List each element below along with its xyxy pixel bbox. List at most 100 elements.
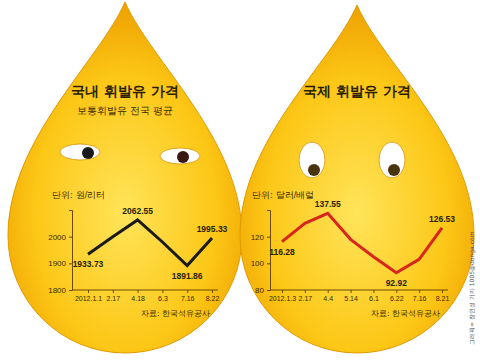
tick-mark [328,290,329,293]
plot-area [282,213,442,273]
tick-label: 7.16 [413,295,427,302]
tick-label: 120 [251,233,265,242]
tick: 1900 [48,259,72,268]
tick-mark [267,263,270,264]
tick-mark [69,290,72,291]
tick: 2.17 [299,290,313,302]
tick-mark [282,290,283,293]
tick-mark [351,290,352,293]
tick-mark [396,290,397,293]
tick-mark [267,290,270,291]
x-axis: 2012.1.32.17 4.4 5.14 6.1 6.22 7.16 8.21 [269,290,450,302]
tick-mark [267,237,270,238]
source: 자료: 한국석유공사 [371,309,440,318]
tick-label: 6.1 [369,295,379,302]
data-label: 126.53 [429,214,455,224]
tick-label: 8.22 [206,295,220,302]
tick: 1800 [48,286,72,295]
axis-title: 단위: 원/리터 [52,190,105,200]
tick-label: 4.18 [131,295,145,302]
data-label: 1891.86 [172,271,203,281]
tick: 2012.1.1 [75,290,102,302]
credit: 그래픽= 장인성 기자 1005@donga.com [468,231,476,345]
axis-line [69,211,73,291]
tick: 2012.1.3 [269,290,296,302]
pupil [388,164,400,176]
tick: 6.1 [369,290,379,302]
tick: 2.17 [106,290,120,302]
tick-label: 1900 [48,259,66,268]
tick-label: 6.22 [390,295,404,302]
x-axis: 2012.1.1 2.17 4.18 6.3 7.16 8.22 [72,290,219,302]
canvas: 국내 휘발유 가격보통휘발유 전국 평균단위: 원/리터 1800 1900 2000… [0,0,480,363]
tick-mark [187,290,188,293]
tick: 7.16 [413,290,427,302]
data-label: 116.28 [269,247,295,257]
pupil [177,151,189,163]
tick: 6.3 [158,290,168,302]
data-label: 92.92 [386,278,408,288]
tick-mark [162,290,163,293]
tick: 4.18 [131,290,145,302]
tick-label: 2000 [48,233,66,242]
tick-mark [212,290,213,293]
tick: 120 [251,233,270,242]
eye [379,142,405,178]
tick-label: 2.17 [299,295,313,302]
tick-mark [88,290,89,293]
y-axis: 80 100 120 [251,211,271,296]
tick-label: 100 [251,259,265,268]
eye [160,148,200,164]
subtitle: 보통휘발유 전국 평균 [77,105,173,116]
tick-label: 5.14 [344,295,358,302]
plot-area [88,220,212,266]
tick: 8.22 [206,290,220,302]
eye [60,144,100,160]
tick: 7.16 [181,290,195,302]
tick-label: 7.16 [181,295,195,302]
source: 자료: 한국석유공사 [141,309,210,318]
tick-mark [69,263,72,264]
tick: 6.22 [390,290,404,302]
tick: 100 [251,259,270,268]
tick-label: 2.17 [106,295,120,302]
tick-mark [419,290,420,293]
data-labels: 116.28 137.55 92.92 126.53 [269,199,455,288]
droplet [8,2,242,353]
tick-label: 6.3 [158,295,168,302]
tick-mark [442,290,443,293]
tick: 4.4 [323,290,333,302]
pupil [308,164,320,176]
tick-label: 2012.1.1 [75,295,102,302]
tick-label: 4.4 [323,295,333,302]
pupil [82,147,94,159]
tick-mark [138,290,139,293]
tick: 2000 [48,233,72,242]
title: 국제 휘발유 가격 [303,83,411,99]
data-label: 1933.73 [73,259,104,269]
data-label: 2062.55 [122,206,153,216]
line [88,220,212,266]
chart-panel: 국내 휘발유 가격보통휘발유 전국 평균단위: 원/리터 1800 1900 2000… [8,2,242,353]
title: 국내 휘발유 가격 [71,83,179,99]
tick-label: 1800 [48,286,66,295]
tick-label: 80 [255,286,264,295]
data-labels: 1933.73 2062.55 1891.86 1995.33 [73,206,228,281]
axis-title: 단위: 달러/배럴 [252,190,314,200]
tick-mark [373,290,374,293]
tick-label: 8.21 [436,295,450,302]
eye [299,142,325,178]
droplet [240,5,474,353]
tick-mark [113,290,114,293]
tick-label: 2012.1.3 [269,295,296,302]
data-label: 137.55 [315,199,341,209]
tick: 8.21 [436,290,450,302]
y-axis: 1800 1900 2000 [48,211,72,296]
tick: 80 [255,286,270,295]
axis-line [72,290,218,291]
tick: 5.14 [344,290,358,302]
data-label: 1995.33 [197,224,228,234]
chart-panel: 국제 휘발유 가격단위: 달러/배럴 80 100 120 2012.1.32.17 4.… [240,5,474,353]
tick-mark [69,237,72,238]
line [282,213,442,273]
